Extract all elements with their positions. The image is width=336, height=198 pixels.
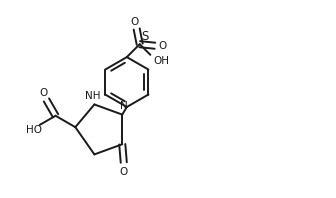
Text: O: O	[158, 41, 166, 51]
Text: O: O	[120, 167, 128, 177]
Text: S: S	[141, 30, 149, 43]
Text: OH: OH	[154, 56, 169, 66]
Text: O: O	[130, 17, 138, 27]
Text: HO: HO	[26, 126, 42, 135]
Text: O: O	[39, 89, 47, 98]
Text: N: N	[120, 101, 128, 111]
Text: NH: NH	[85, 91, 100, 101]
